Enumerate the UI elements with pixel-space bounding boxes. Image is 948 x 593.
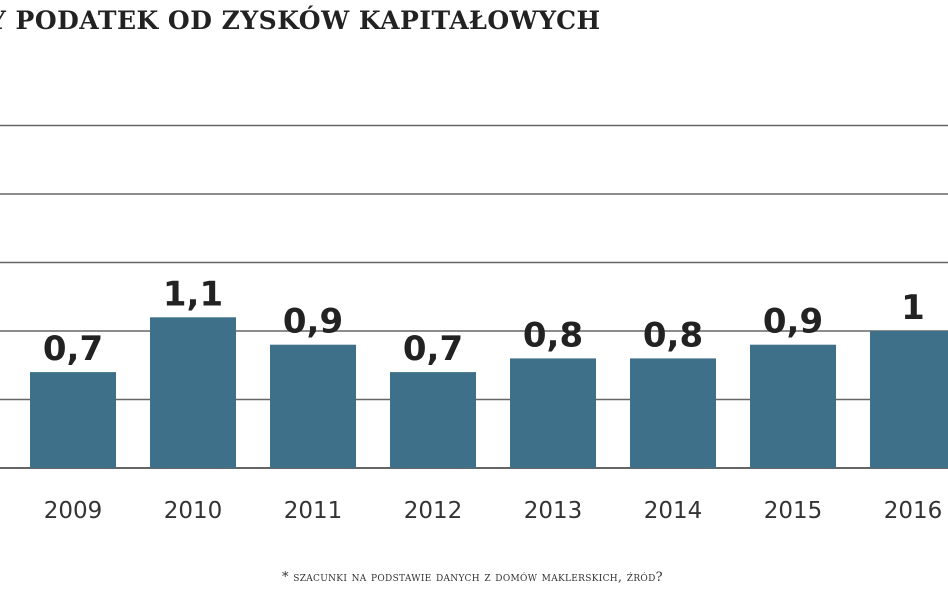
value-label-2010: 1,1: [163, 274, 223, 314]
bars: [30, 317, 948, 468]
value-labels: 0,7 1,1 0,9 0,7 0,8 0,8 0,9 1: [43, 274, 925, 369]
x-tick-2010: 2010: [164, 498, 223, 524]
x-tick-2014: 2014: [644, 498, 703, 524]
x-tick-2016: 2016: [884, 498, 943, 524]
value-label-2016: 1: [901, 288, 925, 328]
x-tick-2011: 2011: [284, 498, 343, 524]
x-tick-2013: 2013: [524, 498, 583, 524]
value-label-2011: 0,9: [283, 302, 343, 342]
value-label-2014: 0,8: [643, 315, 703, 355]
value-label-2013: 0,8: [523, 315, 583, 355]
x-tick-2012: 2012: [404, 498, 463, 524]
bar-2016: [870, 331, 948, 468]
bar-2013: [510, 358, 596, 468]
bar-2015: [750, 344, 836, 468]
bar-2009: [30, 372, 116, 468]
value-label-2012: 0,7: [403, 329, 463, 369]
x-tick-2009: 2009: [44, 498, 103, 524]
x-tick-2015: 2015: [764, 498, 823, 524]
value-label-2009: 0,7: [43, 329, 103, 369]
chart-title: Y PODATEK OD ZYSKÓW KAPITAŁOWYCH: [0, 6, 601, 35]
bar-2011: [270, 344, 356, 468]
bar-2014: [630, 358, 716, 468]
x-tick-labels: 2009 2010 2011 2012 2013 2014 2015 2016: [44, 498, 943, 524]
source-footnote: * szacunki na podstawie danych z domów m…: [282, 570, 663, 585]
value-label-2015: 0,9: [763, 302, 823, 342]
bar-2012: [390, 372, 476, 468]
bar-2010: [150, 317, 236, 468]
